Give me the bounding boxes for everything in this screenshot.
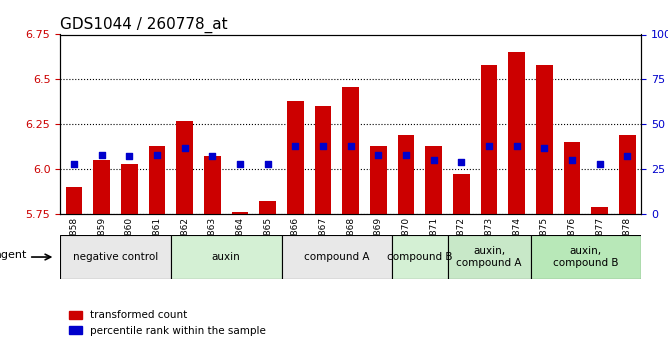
Text: negative control: negative control — [73, 252, 158, 262]
Point — [124, 154, 135, 159]
Bar — [171, 235, 281, 279]
Text: agent: agent — [0, 250, 27, 260]
Point — [207, 154, 218, 159]
Bar — [121, 164, 138, 214]
Point — [595, 161, 605, 166]
Bar — [259, 201, 276, 214]
Point — [428, 157, 439, 163]
Point — [401, 152, 411, 157]
Bar — [281, 235, 392, 279]
Point — [96, 152, 107, 157]
Point — [263, 161, 273, 166]
Point — [484, 143, 494, 148]
Bar — [530, 235, 641, 279]
Point — [290, 143, 301, 148]
Bar — [619, 135, 636, 214]
Point — [234, 161, 245, 166]
Text: compound A: compound A — [304, 252, 369, 262]
Point — [566, 157, 577, 163]
Bar — [370, 146, 387, 214]
Bar — [453, 175, 470, 214]
Point — [69, 161, 79, 166]
Text: GDS1044 / 260778_at: GDS1044 / 260778_at — [60, 17, 228, 33]
Bar — [426, 146, 442, 214]
Text: auxin,
compound B: auxin, compound B — [553, 246, 619, 268]
Bar — [287, 101, 304, 214]
Bar — [481, 65, 498, 214]
Point — [345, 143, 356, 148]
Bar — [448, 235, 530, 279]
Bar — [536, 65, 552, 214]
Bar — [60, 235, 171, 279]
Bar — [343, 87, 359, 214]
Text: auxin,
compound A: auxin, compound A — [456, 246, 522, 268]
Bar — [392, 235, 448, 279]
Text: auxin: auxin — [212, 252, 240, 262]
Point — [152, 152, 162, 157]
Point — [456, 159, 467, 165]
Bar — [149, 146, 165, 214]
Bar — [508, 52, 525, 214]
Bar — [204, 157, 220, 214]
Bar — [397, 135, 414, 214]
Bar — [94, 160, 110, 214]
Bar — [176, 121, 193, 214]
Point — [373, 152, 383, 157]
Point — [622, 154, 633, 159]
Legend: transformed count, percentile rank within the sample: transformed count, percentile rank withi… — [65, 306, 271, 340]
Bar — [591, 207, 608, 214]
Bar — [564, 142, 580, 214]
Bar — [65, 187, 82, 214]
Point — [179, 145, 190, 150]
Bar — [315, 106, 331, 214]
Point — [318, 143, 329, 148]
Point — [539, 145, 550, 150]
Point — [512, 143, 522, 148]
Text: compound B: compound B — [387, 252, 453, 262]
Bar — [232, 212, 248, 214]
